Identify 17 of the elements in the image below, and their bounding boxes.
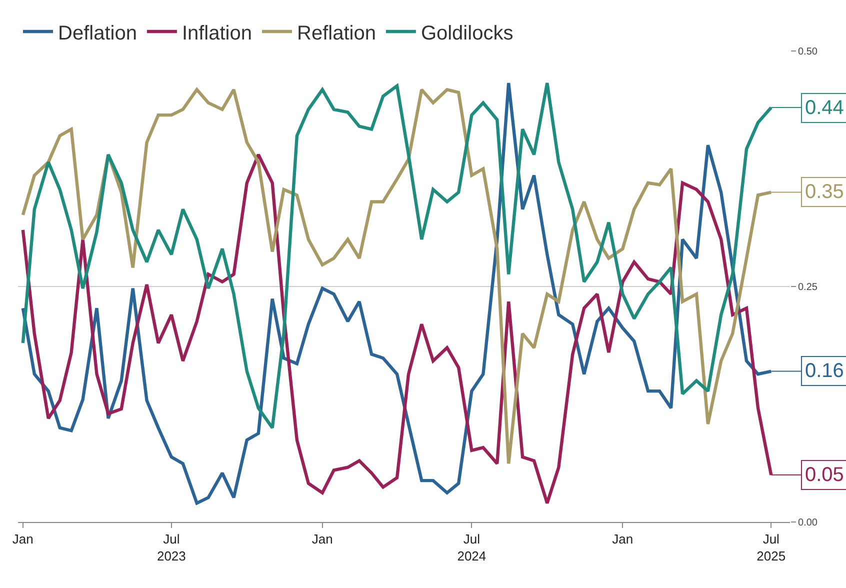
legend-label: Reflation — [297, 22, 376, 44]
y-tick-label: 0.00 — [798, 518, 818, 528]
x-tick-label: Jul 2023 — [156, 532, 186, 564]
annotation: 0.05 — [805, 464, 844, 486]
x-tick-label: Jan — [612, 532, 634, 547]
annotation: 0.44 — [805, 97, 844, 119]
annotation: 0.16 — [805, 360, 844, 382]
x-tick-label: Jan — [12, 532, 34, 547]
x-tick-label: Jul 2025 — [756, 532, 786, 564]
legend-label: Inflation — [182, 22, 252, 44]
y-tick-label: 0.25 — [798, 282, 818, 293]
x-tick-label: Jan — [312, 532, 333, 547]
legend-label: Deflation — [58, 22, 137, 44]
y-tick-label: 0.50 — [798, 46, 818, 58]
annotation: 0.35 — [805, 181, 844, 203]
x-tick-label: Jul 2024 — [457, 532, 486, 564]
legend-label: Goldilocks — [420, 22, 514, 44]
